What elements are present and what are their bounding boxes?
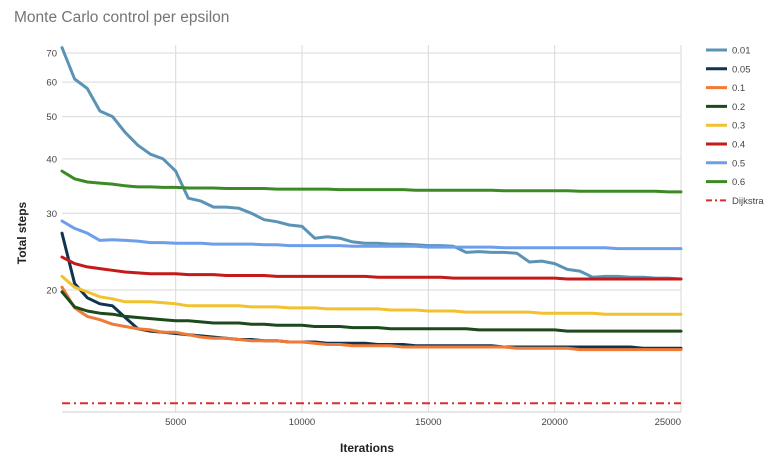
x-tick-label: 20000 [541, 417, 567, 428]
chart-title: Monte Carlo control per epsilon [14, 9, 230, 26]
series-line-0-01 [60, 46, 683, 281]
series-line-0-2 [60, 290, 683, 333]
legend-label: 0.2 [732, 102, 745, 113]
series-line-0-1 [60, 285, 683, 352]
legend-label: Dijkstra [732, 196, 764, 207]
legend-label: 0.3 [732, 121, 745, 132]
grid [62, 45, 682, 413]
y-tick-label: 50 [46, 112, 57, 123]
y-tick-label: 60 [46, 78, 57, 89]
legend: 0.01 0.05 0.1 0.2 0.3 0.4 0.5 0.6 Dijkstra [706, 46, 764, 207]
legend-label: 0.4 [732, 140, 745, 151]
series-line-0-3 [60, 274, 683, 316]
legend-label: 0.05 [732, 64, 751, 75]
x-tick-label: 25000 [655, 417, 681, 428]
legend-label: 0.1 [732, 83, 745, 94]
y-axis-label: Total steps [15, 201, 29, 264]
axes: 5000 10000 15000 20000 25000 20 30 40 50 60 70 [46, 48, 681, 428]
y-tick-label: 20 [46, 286, 57, 297]
y-tick-label: 70 [46, 48, 57, 59]
y-tick-label: 30 [46, 209, 57, 220]
legend-label: 0.01 [732, 46, 751, 57]
x-tick-label: 5000 [165, 417, 186, 428]
series-line-0-6 [60, 169, 683, 194]
legend-label: 0.6 [732, 177, 745, 188]
legend-label: 0.5 [732, 158, 745, 169]
y-tick-label: 40 [46, 154, 57, 165]
series-line-0-4 [60, 255, 683, 281]
series [60, 46, 683, 405]
x-axis-label: Iterations [340, 441, 394, 455]
x-tick-label: 15000 [415, 417, 441, 428]
series-line-0-5 [60, 219, 683, 251]
x-tick-label: 10000 [289, 417, 315, 428]
